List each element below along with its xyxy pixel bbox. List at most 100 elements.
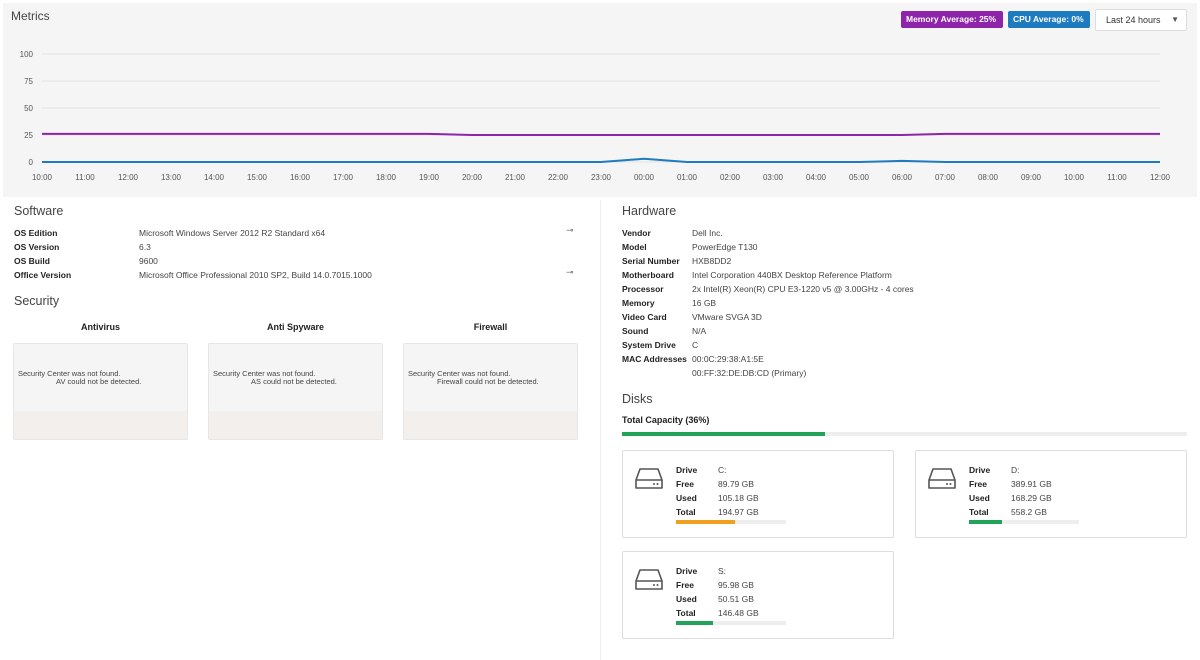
hardware-field-value: C <box>692 340 699 350</box>
hardware-field-value: HXB8DD2 <box>692 256 732 266</box>
hardware-field-label: Vendor <box>622 228 651 238</box>
hardware-field-value: 16 GB <box>692 298 717 308</box>
disk-drive-label: Drive <box>969 465 991 475</box>
x-tick-label: 23:00 <box>591 173 612 182</box>
key-icon[interactable]: ⊸ <box>566 225 574 235</box>
total-capacity-bar <box>622 432 1187 436</box>
hardware-field-value: VMware SVGA 3D <box>692 312 762 322</box>
x-tick-label: 05:00 <box>849 173 870 182</box>
firewall-status-line2: Firewall could not be detected. <box>437 377 539 386</box>
antivirus-box: Security Center was not found. AV could … <box>13 343 188 440</box>
firewall-panel: Firewall Security Center was not found. … <box>403 322 578 440</box>
software-field-value: 9600 <box>139 256 158 266</box>
anti-spyware-footer <box>209 411 382 439</box>
disk-card-d[interactable]: Drive D: Free 389.91 GB Used 168.29 GB Total 55… <box>915 450 1187 538</box>
hardware-field-label: Serial Number <box>622 256 680 266</box>
antivirus-status-line1: Security Center was not found. <box>18 369 121 378</box>
hard-drive-icon <box>635 468 663 489</box>
total-capacity-label: Total Capacity (36%) <box>622 415 710 425</box>
series-line-cpu-average <box>42 157 1160 163</box>
disk-drive-label: Drive <box>676 566 698 576</box>
software-field-value: Microsoft Office Professional 2010 SP2, … <box>139 270 372 280</box>
x-tick-label: 12:00 <box>118 173 139 182</box>
x-tick-label: 03:00 <box>763 173 784 182</box>
antivirus-footer <box>14 411 187 439</box>
disk-total-value: 146.48 GB <box>718 608 759 618</box>
antivirus-panel: Antivirus Security Center was not found.… <box>13 322 188 440</box>
software-field-label: OS Build <box>14 256 50 266</box>
time-range-select[interactable]: Last 24 hours ▼ <box>1095 9 1187 31</box>
time-range-value: Last 24 hours <box>1106 15 1161 25</box>
hardware-field-label: System Drive <box>622 340 676 350</box>
software-field-label: OS Edition <box>14 228 58 238</box>
software-list: OS Edition Microsoft Windows Server 2012 … <box>14 226 584 282</box>
disk-free-label: Free <box>676 479 694 489</box>
metrics-panel: Metrics Memory Average: 25% CPU Average:… <box>3 3 1197 197</box>
x-tick-label: 17:00 <box>333 173 354 182</box>
antivirus-heading: Antivirus <box>80 322 120 332</box>
disk-usage-bar <box>676 621 786 625</box>
disk-free-label: Free <box>676 580 694 590</box>
disk-card-c[interactable]: Drive C: Free 89.79 GB Used 105.18 GB Total 194… <box>622 450 894 538</box>
hardware-field-value: 00:0C:29:38:A1:5E <box>692 354 764 364</box>
hardware-field-label: Model <box>622 242 647 252</box>
disk-used-label: Used <box>676 594 697 604</box>
total-capacity-fill <box>622 432 826 436</box>
disk-drive-label: Drive <box>676 465 698 475</box>
metrics-title: Metrics <box>11 9 50 23</box>
hardware-title: Hardware <box>622 204 677 218</box>
disk-usage-fill <box>676 621 714 625</box>
key-icon[interactable]: ⊸ <box>566 267 574 277</box>
anti-spyware-status-line2: AS could not be detected. <box>251 377 337 386</box>
x-tick-label: 04:00 <box>806 173 827 182</box>
disk-total-label: Total <box>969 507 989 517</box>
firewall-box: Security Center was not found. Firewall … <box>403 343 578 440</box>
x-tick-label: 19:00 <box>419 173 440 182</box>
disk-free-value: 95.98 GB <box>718 580 754 590</box>
series-line-memory-average <box>42 132 1160 136</box>
x-tick-label: 01:00 <box>677 173 698 182</box>
antivirus-status-line2: AV could not be detected. <box>56 377 142 386</box>
cpu-average-badge[interactable]: CPU Average: 0% <box>1008 11 1090 28</box>
anti-spyware-panel: Anti Spyware Security Center was not fou… <box>208 322 383 440</box>
firewall-footer <box>404 411 577 439</box>
caret-down-icon: ▼ <box>1171 15 1179 24</box>
hard-drive-icon <box>635 569 663 590</box>
x-tick-label: 11:00 <box>1107 173 1127 182</box>
software-title: Software <box>14 204 64 218</box>
anti-spyware-heading: Anti Spyware <box>266 322 324 332</box>
hardware-field-value: Dell Inc. <box>692 228 723 238</box>
memory-average-badge[interactable]: Memory Average: 25% <box>901 11 1003 28</box>
disk-card-s[interactable]: Drive S: Free 95.98 GB Used 50.51 GB Total 146.… <box>622 551 894 639</box>
disk-total-label: Total <box>676 507 696 517</box>
x-tick-label: 20:00 <box>462 173 483 182</box>
hardware-field-label: Sound <box>622 326 649 336</box>
x-tick-label: 21:00 <box>505 173 526 182</box>
hardware-field-value: PowerEdge T130 <box>692 242 758 252</box>
disk-total-label: Total <box>676 608 696 618</box>
disk-used-label: Used <box>676 493 697 503</box>
security-title: Security <box>14 294 60 308</box>
disk-total-value: 558.2 GB <box>1011 507 1047 517</box>
hardware-field-value: N/A <box>692 326 707 336</box>
software-field-label: Office Version <box>14 270 72 280</box>
disk-used-value: 50.51 GB <box>718 594 754 604</box>
x-tick-label: 09:00 <box>1021 173 1042 182</box>
disk-drive-value: D: <box>1011 465 1020 475</box>
disk-usage-fill <box>969 520 1002 524</box>
x-tick-label: 15:00 <box>247 173 268 182</box>
software-field-value: Microsoft Windows Server 2012 R2 Standar… <box>139 228 326 238</box>
disk-usage-bar <box>676 520 786 524</box>
hardware-field-label: Video Card <box>622 312 667 322</box>
x-tick-label: 08:00 <box>978 173 999 182</box>
x-tick-label: 06:00 <box>892 173 913 182</box>
x-tick-label: 02:00 <box>720 173 741 182</box>
column-divider <box>600 200 601 660</box>
disk-usage-fill <box>676 520 736 524</box>
disk-used-label: Used <box>969 493 990 503</box>
hardware-field-label: Motherboard <box>622 270 674 280</box>
hardware-field-value: Intel Corporation 440BX Desktop Referenc… <box>692 270 892 280</box>
disk-total-value: 194.97 GB <box>718 507 759 517</box>
disk-free-label: Free <box>969 479 987 489</box>
x-tick-label: 10:00 <box>32 173 53 182</box>
